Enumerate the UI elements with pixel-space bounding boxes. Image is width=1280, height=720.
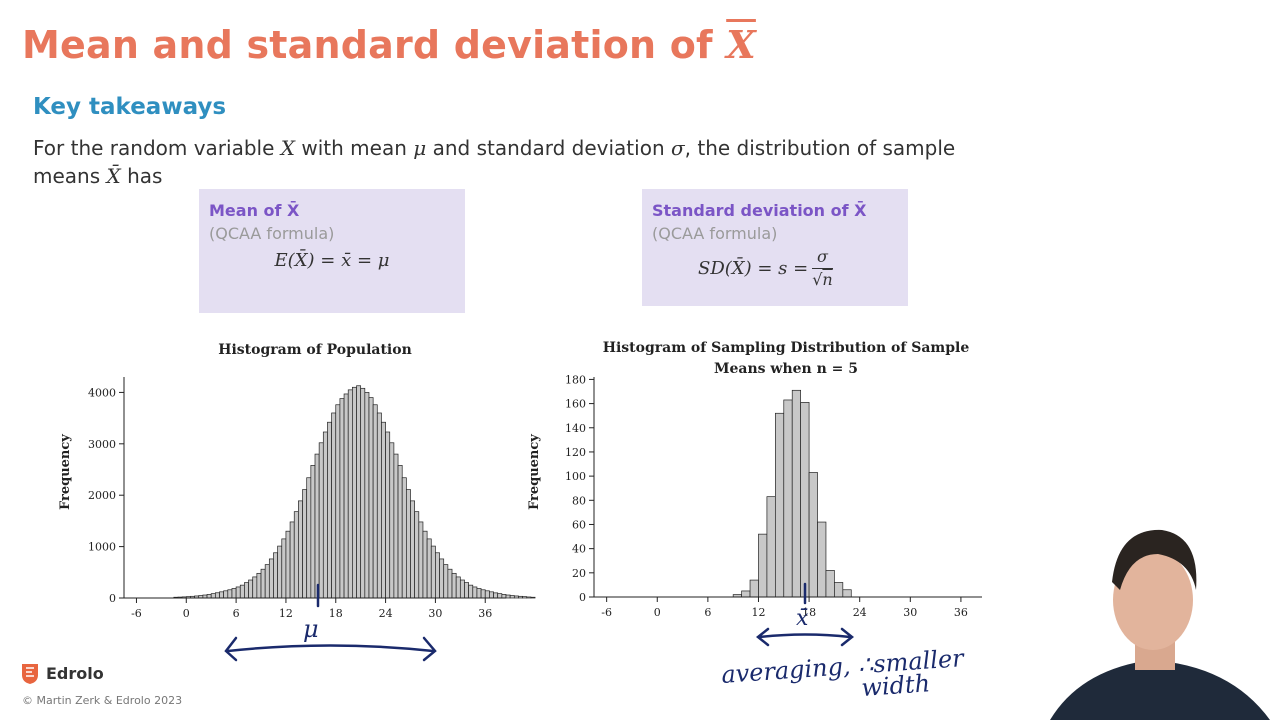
intro-text-5: has bbox=[120, 164, 163, 188]
sampling-y-tick-label: 180 bbox=[565, 373, 586, 386]
sd-box: Standard deviation of X̄ (QCAA formula) … bbox=[642, 189, 908, 306]
sampling-y-tick-label: 80 bbox=[572, 494, 586, 507]
population-x-tick-label: 36 bbox=[478, 607, 492, 620]
population-chart-title: Histogram of Population bbox=[218, 342, 412, 358]
intro-sigma: σ bbox=[670, 136, 685, 160]
sampling-width-arrow bbox=[758, 633, 852, 639]
sd-denominator-n: n bbox=[822, 270, 833, 289]
sampling-y-tick-label: 160 bbox=[565, 398, 586, 411]
edrolo-logo-icon bbox=[22, 664, 38, 684]
population-x-tick-label: 18 bbox=[329, 607, 343, 620]
sampling-x-tick-label: 24 bbox=[853, 606, 867, 619]
population-x-tick-label: 6 bbox=[233, 607, 240, 620]
brand-logo: Edrolo bbox=[20, 661, 104, 685]
sampling-x-tick-label: 30 bbox=[903, 606, 917, 619]
population-width-arrow bbox=[226, 644, 435, 653]
mean-formula: E(X̄) = x̄ = μ bbox=[274, 250, 390, 271]
sampling-x-tick-label: -6 bbox=[601, 606, 612, 619]
population-y-tick-label: 4000 bbox=[88, 386, 116, 399]
intro-var-x: X bbox=[280, 136, 296, 160]
presenter-shirt bbox=[1050, 660, 1270, 720]
sampling-x-tick-label: 6 bbox=[704, 606, 711, 619]
population-y-tick-label: 1000 bbox=[88, 541, 116, 554]
subheading: Key takeaways bbox=[33, 94, 227, 120]
population-arrow-right-head bbox=[422, 636, 437, 662]
population-arrow-left-head bbox=[224, 636, 238, 662]
sd-box-subtitle: (QCAA formula) bbox=[652, 224, 778, 243]
population-x-tick-label: 0 bbox=[183, 607, 190, 620]
sampling-y-tick-label: 0 bbox=[579, 591, 586, 604]
presenter-video bbox=[1040, 520, 1280, 720]
sampling-x-tick-label: 18 bbox=[802, 606, 816, 619]
intro-text-3: and standard deviation bbox=[426, 136, 671, 160]
sd-formula-lhs: SD(X̄) = s = bbox=[698, 257, 809, 279]
intro-xbar: X̄ bbox=[106, 164, 121, 188]
population-bar bbox=[530, 596, 536, 599]
population-x-tick-label: 30 bbox=[428, 607, 442, 620]
note-line-2: width bbox=[860, 669, 930, 702]
presenter-face bbox=[1113, 550, 1193, 650]
sampling-x-tick-label: 0 bbox=[654, 606, 661, 619]
intro-text-4: , the distribution of sample means bbox=[33, 136, 956, 188]
sd-denominator: √n bbox=[812, 268, 833, 289]
population-y-tick-label: 0 bbox=[109, 592, 116, 605]
sampling-chart-title: Histogram of Sampling Distribution of Sa… bbox=[602, 340, 970, 377]
sd-fraction: σ √n bbox=[812, 247, 833, 289]
slide-title: Mean and standard deviation of X bbox=[22, 22, 756, 67]
sd-box-title: Standard deviation of X̄ bbox=[652, 201, 867, 220]
copyright: © Martin Zerk & Edrolo 2023 bbox=[22, 694, 183, 707]
population-x-tick-label: 12 bbox=[279, 607, 293, 620]
population-y-tick-label: 2000 bbox=[88, 489, 116, 502]
intro-text-2: with mean bbox=[295, 136, 414, 160]
xbar-annotation: x̄ bbox=[796, 606, 809, 631]
sampling-y-tick-label: 100 bbox=[565, 470, 586, 483]
mean-box-title: Mean of X̄ bbox=[209, 201, 300, 220]
mean-box: Mean of X̄ (QCAA formula) E(X̄) = x̄ = μ bbox=[199, 189, 465, 313]
mean-box-subtitle: (QCAA formula) bbox=[209, 224, 335, 243]
intro-paragraph: For the random variable X with mean μ an… bbox=[33, 134, 1013, 190]
sampling-x-tick-label: 12 bbox=[751, 606, 765, 619]
slide-title-symbol: X bbox=[726, 22, 756, 67]
intro-mu: μ bbox=[413, 136, 427, 160]
presenter-hair bbox=[1112, 529, 1197, 590]
population-y-tick-label: 3000 bbox=[88, 438, 116, 451]
sampling-y-tick-label: 40 bbox=[572, 543, 586, 556]
sampling-y-tick-label: 60 bbox=[572, 518, 586, 531]
sd-numerator: σ bbox=[817, 247, 828, 266]
brand-name: Edrolo bbox=[46, 663, 104, 683]
population-x-tick-label: 24 bbox=[379, 607, 393, 620]
sd-formula: SD(X̄) = s = σ √n bbox=[698, 247, 833, 289]
sampling-y-tick-label: 120 bbox=[565, 446, 586, 459]
intro-text-1: For the random variable bbox=[33, 136, 281, 160]
population-x-tick-label: -6 bbox=[131, 607, 142, 620]
sampling-y-tick-label: 20 bbox=[572, 567, 586, 580]
sampling-arrow-left-head bbox=[755, 627, 770, 647]
mu-annotation: μ bbox=[303, 615, 319, 643]
sampling-x-tick-label: 36 bbox=[954, 606, 968, 619]
sampling-arrow-right-head bbox=[840, 627, 855, 647]
sampling-y-tick-label: 140 bbox=[565, 422, 586, 435]
slide-title-text: Mean and standard deviation of bbox=[22, 23, 713, 67]
